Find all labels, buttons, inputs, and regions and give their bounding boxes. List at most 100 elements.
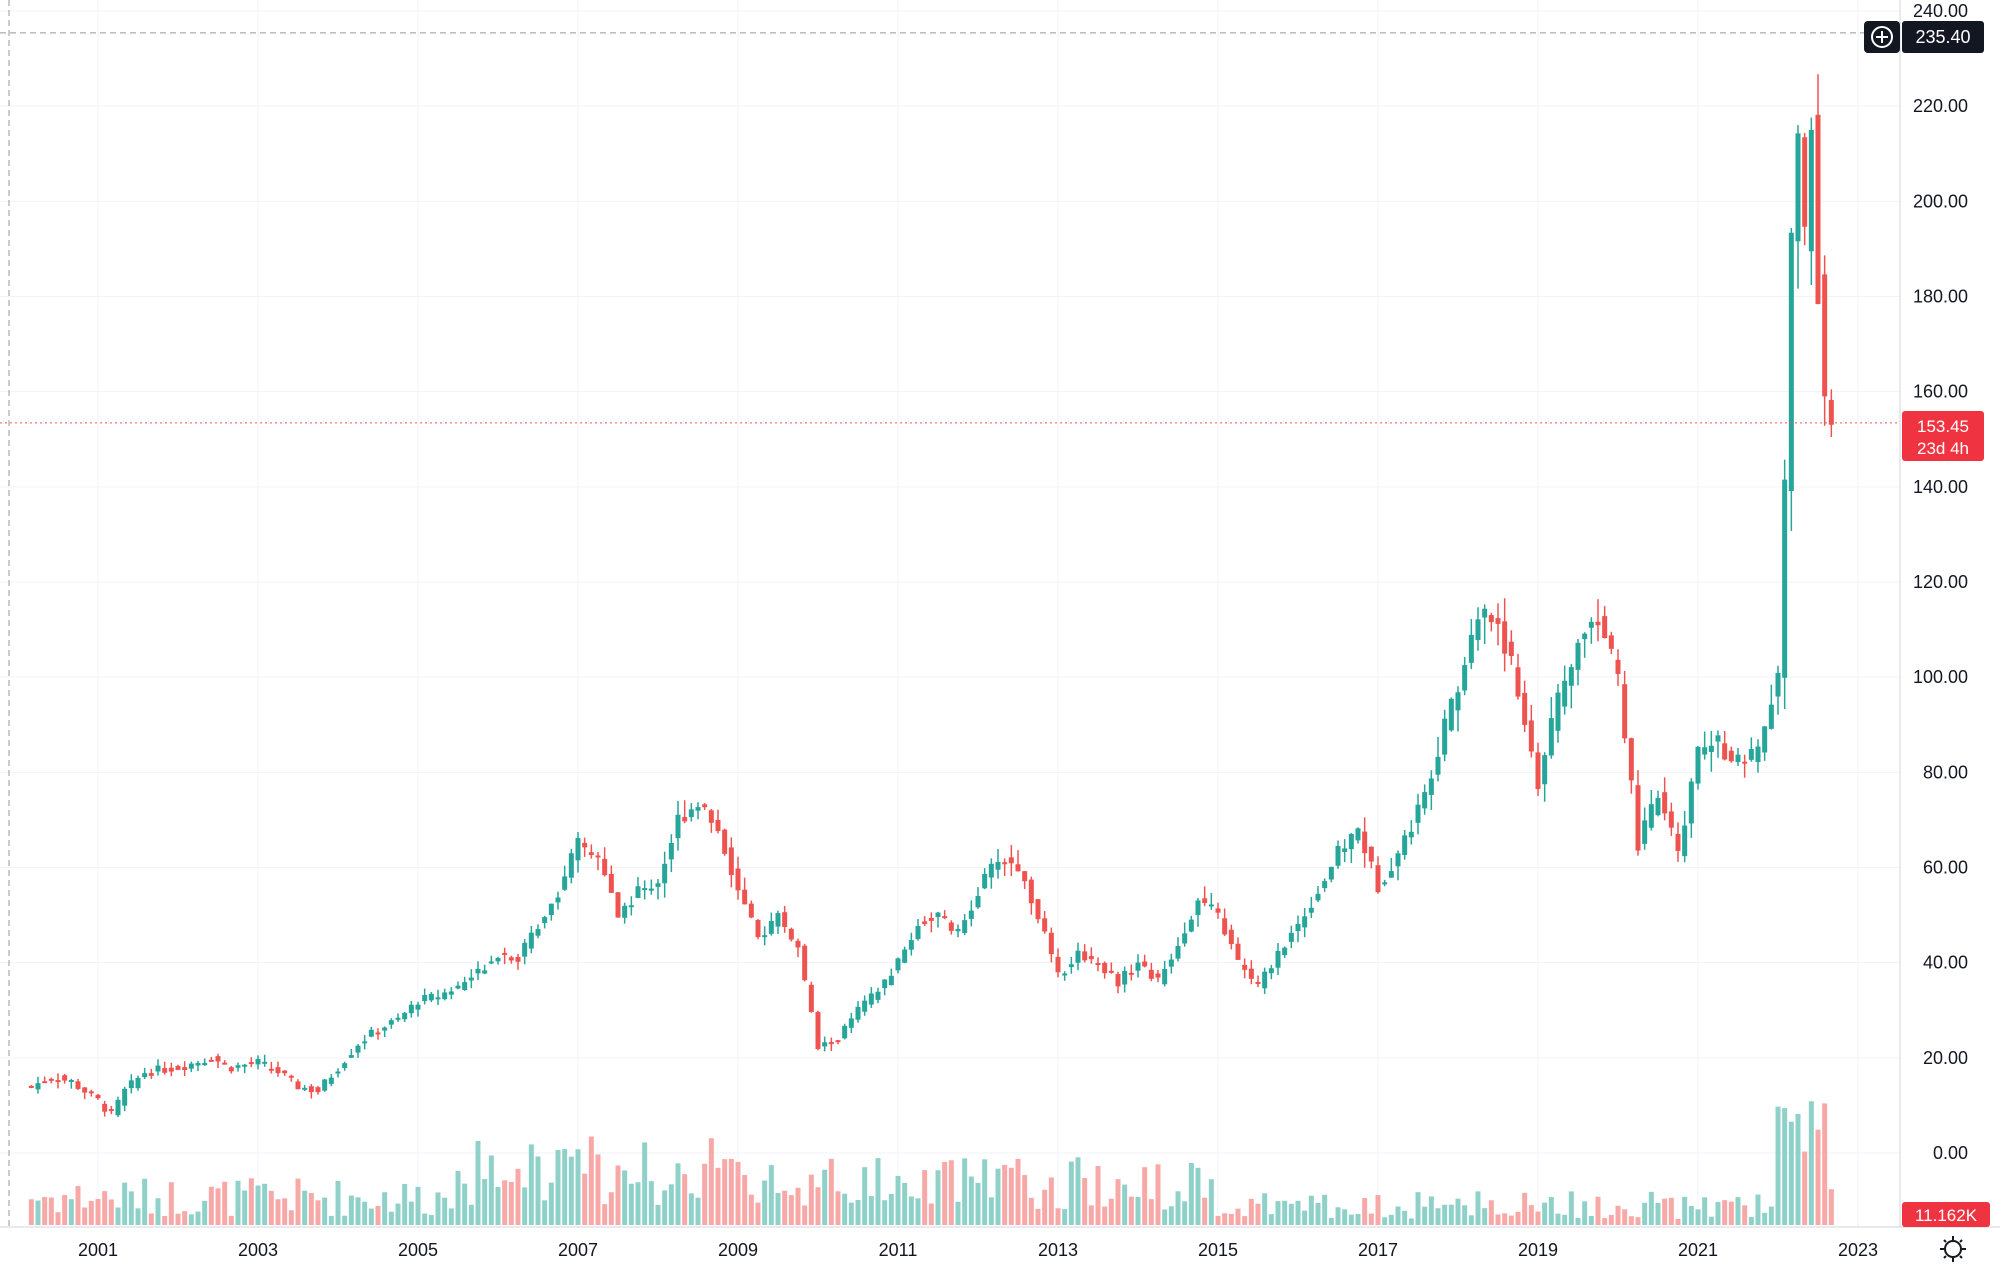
volume-bar (808, 1174, 814, 1225)
candle-body (555, 897, 561, 903)
chart-settings-button[interactable] (1940, 1236, 1966, 1262)
candle-body (1515, 667, 1521, 697)
volume-bar (582, 1173, 588, 1225)
candle-body (1055, 956, 1061, 973)
volume-bar (1548, 1197, 1554, 1225)
candle-body (1655, 797, 1661, 816)
volume-bar (1295, 1200, 1301, 1225)
volume-bar (702, 1163, 708, 1225)
candle-body (1248, 968, 1254, 979)
volume-bar (328, 1215, 334, 1225)
volume-bar (55, 1212, 61, 1225)
candle-body (1082, 951, 1088, 961)
candle-body (1115, 974, 1121, 987)
volume-bar (1335, 1207, 1341, 1225)
volume-bar (342, 1215, 348, 1225)
candle-body (368, 1029, 374, 1037)
volume-bar (1002, 1164, 1008, 1225)
candle-body (528, 932, 534, 949)
candle-body (355, 1045, 361, 1053)
candle-body (835, 1040, 841, 1043)
volume-bar (1695, 1209, 1701, 1225)
candle-body (1755, 746, 1761, 763)
volume-bar (395, 1203, 401, 1225)
candle-body (1308, 907, 1314, 913)
candle-body (1468, 634, 1474, 663)
volume-bar (1522, 1192, 1528, 1225)
volume-bar (1675, 1218, 1681, 1225)
volume-bar (942, 1161, 948, 1225)
volume-bar (642, 1142, 648, 1225)
candle-body (648, 888, 654, 891)
volume-bar (628, 1183, 634, 1225)
candle-body (1328, 866, 1334, 880)
x-tick-label: 2005 (398, 1240, 438, 1260)
volume-bar (222, 1181, 228, 1225)
candle-body (715, 819, 721, 831)
volume-bar (522, 1187, 528, 1225)
candle-body (702, 804, 708, 808)
candle-body (342, 1063, 348, 1069)
candle-body (282, 1070, 288, 1074)
candle-body (762, 935, 768, 938)
candle-body (768, 920, 774, 934)
candle-body (488, 961, 494, 964)
candle-body (755, 920, 761, 938)
volume-bar (595, 1154, 601, 1225)
volume-bar (848, 1202, 854, 1225)
candle-body (442, 992, 448, 1000)
candle-body (82, 1087, 88, 1093)
y-tick-label: 60.00 (1923, 858, 1968, 878)
candle-body (955, 929, 961, 932)
candle-body (1662, 792, 1668, 814)
volume-bar (1042, 1189, 1048, 1225)
volume-bar (68, 1199, 74, 1225)
volume-bar (768, 1165, 774, 1225)
candle-body (1375, 865, 1381, 893)
y-tick-label: 40.00 (1923, 953, 1968, 973)
volume-bar (355, 1197, 361, 1225)
volume-bar (448, 1208, 454, 1225)
volume-bar (1595, 1196, 1601, 1225)
candle-body (275, 1067, 281, 1074)
volume-bar (442, 1197, 448, 1225)
crosshair-price-tag[interactable]: 235.40 (1864, 21, 1984, 53)
volume-bar (1702, 1197, 1708, 1225)
candle-body (728, 847, 734, 875)
candle-body (708, 810, 714, 823)
candle-body (1282, 947, 1288, 956)
volume-bar (368, 1208, 374, 1225)
candle-body (495, 958, 501, 962)
candle-body (235, 1065, 241, 1068)
volume-bar (1408, 1218, 1414, 1225)
volume-tag: 11.162K (1902, 1202, 1990, 1227)
volume-bar (795, 1187, 801, 1225)
volume-bar (762, 1180, 768, 1225)
candle-body (1062, 973, 1068, 976)
volume-bar (908, 1196, 914, 1225)
volume-bar (1768, 1206, 1774, 1225)
volume-bar (1048, 1177, 1054, 1225)
candle-body (1702, 747, 1708, 755)
volume-bar (1422, 1206, 1428, 1225)
candle-body (1508, 641, 1514, 657)
volume-bar (982, 1159, 988, 1225)
candle-body (1162, 969, 1168, 985)
candle-body (1382, 882, 1388, 885)
volume-bar (1655, 1202, 1661, 1225)
volume-bar (108, 1199, 114, 1225)
candle-body (662, 863, 668, 884)
candle-body (1088, 955, 1094, 960)
volume-bar (1328, 1218, 1334, 1225)
candle-body (1102, 962, 1108, 974)
volume-bar (1582, 1201, 1588, 1225)
candle-body (935, 912, 941, 918)
volume-bar (1402, 1210, 1408, 1225)
volume-bar (175, 1213, 181, 1225)
volume-bar (1608, 1214, 1614, 1225)
volume-bar (255, 1185, 261, 1225)
candle-body (1428, 778, 1434, 795)
candle-body (1742, 761, 1748, 764)
